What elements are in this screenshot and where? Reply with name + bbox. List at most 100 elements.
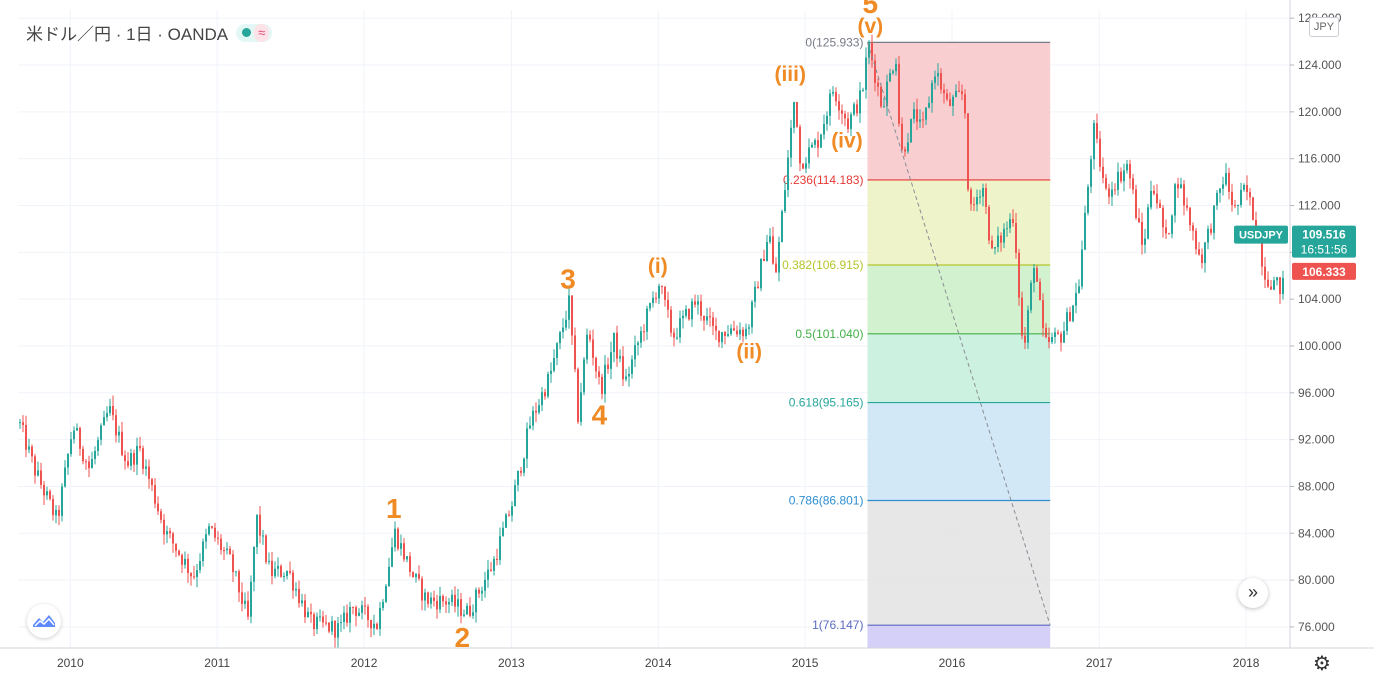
candle-body: [628, 373, 630, 377]
candle-body: [1003, 228, 1005, 243]
candle-body: [1171, 215, 1173, 234]
candle-body: [328, 622, 330, 632]
candle-body: [1066, 312, 1068, 331]
candle-body: [1261, 240, 1263, 267]
candle-body: [1114, 189, 1116, 191]
candle-body: [1240, 189, 1242, 205]
candle-body: [1111, 189, 1113, 197]
candle-body: [355, 607, 357, 616]
candle-body: [1267, 279, 1269, 287]
symbol-header[interactable]: 米ドル／円 · 1日 · OANDA ≈: [26, 20, 273, 45]
candle-body: [904, 149, 906, 152]
candle-body: [205, 534, 207, 542]
candle-body: [181, 554, 183, 565]
candle-body: [883, 106, 885, 108]
settings-gear-icon[interactable]: ⚙: [1313, 653, 1331, 675]
candle-body: [241, 592, 243, 604]
candle-body: [832, 91, 834, 94]
candle-body: [127, 461, 129, 466]
candle-body: [1201, 254, 1203, 264]
candle-body: [577, 369, 579, 422]
candle-body: [556, 343, 558, 359]
candle-body: [172, 533, 174, 544]
candle-body: [1000, 235, 1002, 243]
price-tick-label: 92.000: [1298, 433, 1335, 447]
candle-body: [1054, 332, 1056, 338]
candle-body: [598, 371, 600, 377]
candle-body: [253, 547, 255, 582]
candle-body: [40, 470, 42, 485]
candle-body: [1186, 205, 1188, 208]
candle-body: [808, 147, 810, 164]
candle-body: [601, 376, 603, 395]
candle-body: [238, 571, 240, 593]
candle-body: [814, 140, 816, 145]
candle-body: [574, 335, 576, 370]
candle-body: [505, 514, 507, 528]
candle-body: [391, 547, 393, 567]
price-tag-value: 109.516: [1302, 228, 1346, 242]
fib-level-label: 0(125.933): [805, 35, 863, 49]
candle-body: [1057, 332, 1059, 334]
candle-body: [589, 334, 591, 340]
tradingview-logo[interactable]: [27, 604, 61, 638]
candle-body: [412, 572, 414, 578]
candle-body: [1135, 189, 1137, 219]
candle-body: [1105, 177, 1107, 189]
candle-body: [244, 600, 246, 604]
fib-band: [867, 179, 1051, 266]
candle-body: [646, 308, 648, 332]
candle-body: [514, 485, 516, 507]
candle-body: [187, 558, 189, 574]
price-tag-value: 106.333: [1302, 265, 1346, 279]
candle-body: [343, 612, 345, 623]
candle-body: [289, 570, 291, 573]
time-tick-label: 2015: [792, 656, 819, 670]
candle-body: [361, 605, 363, 613]
candle-body: [1033, 267, 1035, 283]
candle-body: [559, 332, 561, 344]
candle-body: [664, 286, 666, 300]
currency-label[interactable]: JPY: [1309, 17, 1339, 37]
candle-body: [67, 454, 69, 468]
candle-body: [139, 445, 141, 449]
candle-body: [25, 425, 27, 450]
candle-body: [898, 63, 900, 124]
indicator-pill[interactable]: ≈: [236, 23, 273, 42]
candle-body: [949, 99, 951, 106]
candle-body: [979, 196, 981, 198]
candle-body: [1219, 188, 1221, 193]
candle-body: [166, 531, 168, 535]
candle-body: [61, 486, 63, 516]
candle-body: [823, 124, 825, 135]
scroll-to-realtime-button[interactable]: »: [1238, 578, 1268, 608]
candle-body: [436, 600, 438, 610]
price-tag: [1292, 262, 1356, 280]
candle-body: [943, 89, 945, 94]
candle-body: [796, 102, 798, 127]
candle-body: [121, 431, 123, 456]
candle-body: [145, 466, 147, 469]
candle-body: [220, 538, 222, 551]
candle-body: [982, 187, 984, 197]
candle-body: [31, 446, 33, 457]
candle-body: [1132, 178, 1134, 190]
candle-body: [1072, 305, 1074, 321]
candle-body: [547, 373, 549, 397]
candle-body: [43, 484, 45, 496]
candle-body: [715, 325, 717, 331]
wave-label: (i): [648, 255, 668, 278]
candle-body: [937, 73, 939, 77]
candle-body: [859, 90, 861, 114]
fib-level-label: 1(76.147): [812, 618, 863, 632]
candle-body: [1279, 277, 1281, 295]
candle-body: [268, 560, 270, 562]
candle-body: [901, 123, 903, 150]
candle-body: [91, 458, 93, 469]
candle-body: [826, 115, 828, 125]
candle-body: [190, 573, 192, 577]
candle-body: [1195, 230, 1197, 250]
candle-body: [868, 42, 870, 58]
